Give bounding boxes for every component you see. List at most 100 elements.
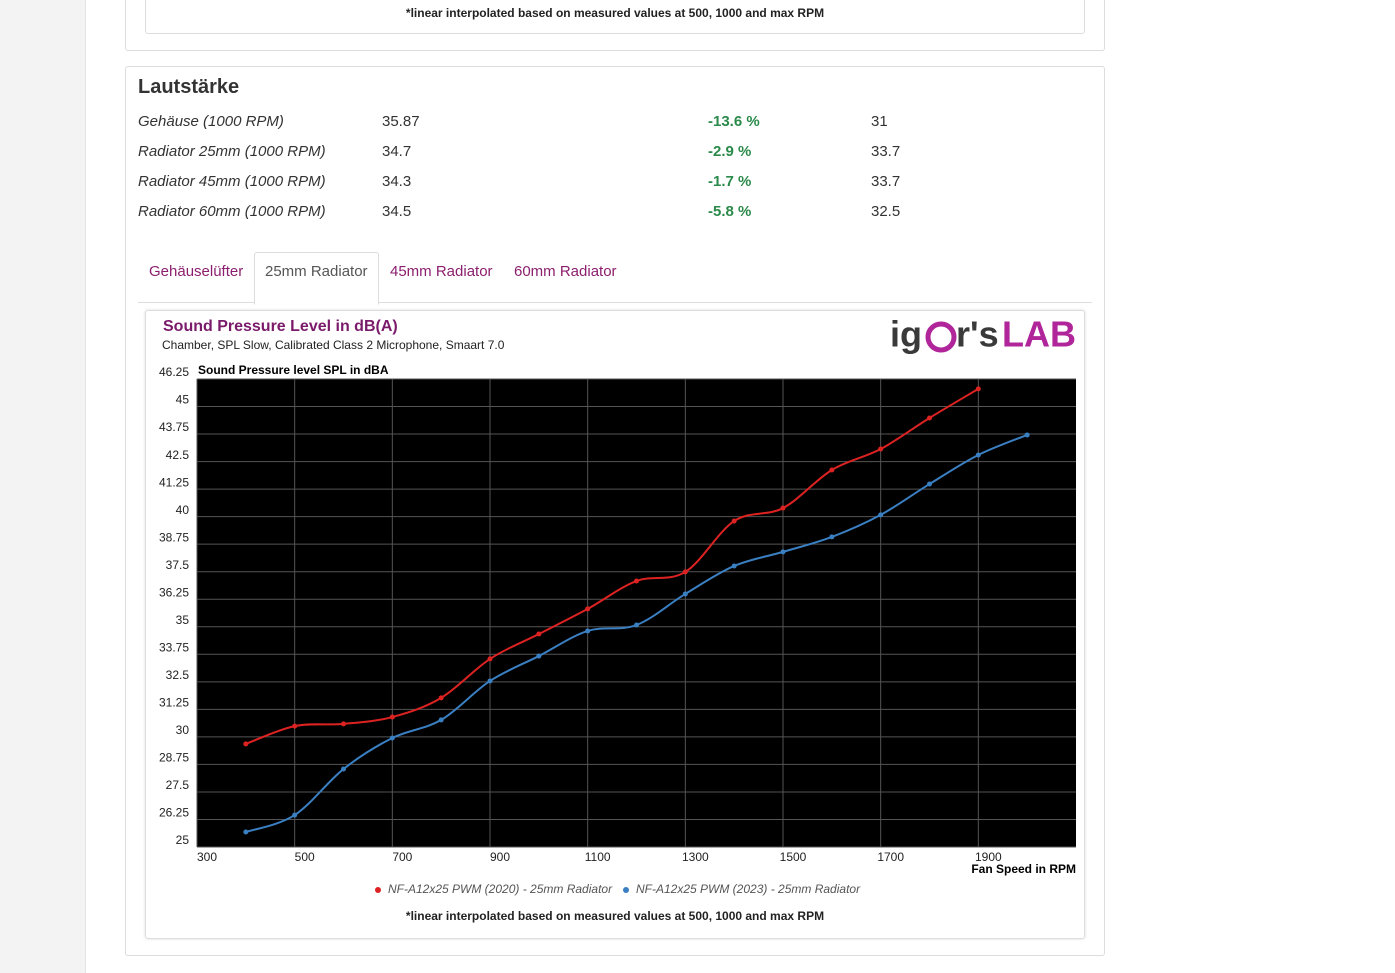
chart-note: *linear interpolated based on measured v…	[406, 909, 824, 923]
data-point	[292, 723, 298, 729]
data-point	[682, 591, 688, 597]
table-cell: Radiator 25mm (1000 RPM)	[138, 143, 326, 160]
table-cell: 31	[871, 113, 888, 130]
x-tick-label: 500	[295, 850, 315, 864]
table-cell: 34.3	[382, 173, 412, 190]
y-tick-label: 33.75	[159, 640, 189, 654]
sidebar	[0, 0, 86, 973]
data-point	[341, 766, 346, 772]
logo-icon	[925, 321, 957, 353]
footnote: *linear interpolated based on measured v…	[405, 6, 825, 20]
y-tick-label: 32.5	[166, 668, 190, 682]
data-point	[438, 695, 444, 701]
y-tick-label: 46.25	[159, 365, 189, 379]
y-tick-label: 38.75	[159, 530, 189, 544]
data-point	[389, 735, 395, 741]
data-point	[682, 569, 688, 575]
data-point	[585, 628, 591, 634]
y-axis-title: Sound Pressure level SPL in dBA	[198, 363, 389, 377]
data-point	[634, 578, 639, 584]
data-point	[243, 829, 249, 835]
y-tick-label: 45	[176, 393, 190, 407]
data-point	[536, 631, 542, 637]
y-tick-label: 26.25	[159, 806, 189, 820]
tab[interactable]: Gehäuselüfter	[149, 263, 244, 280]
data-point	[731, 518, 737, 524]
legend-label: NF-A12x25 PWM (2023) - 25mm Radiator	[636, 882, 861, 896]
table-cell: 32.5	[871, 203, 901, 220]
data-point	[292, 812, 298, 818]
top-chart-box	[145, 0, 1085, 34]
table-cell: -1.7 %	[708, 173, 752, 190]
table-cell: Radiator 60mm (1000 RPM)	[138, 203, 326, 220]
tab-line	[138, 302, 1092, 303]
table-cell: -2.9 %	[708, 143, 752, 160]
chart-title: Sound Pressure Level in dB(A)	[163, 318, 398, 335]
data-point	[780, 549, 786, 555]
table-cell: -13.6 %	[708, 113, 760, 130]
legend-label: NF-A12x25 PWM (2020) - 25mm Radiator	[388, 882, 613, 896]
x-tick-label: 900	[490, 850, 510, 864]
table-cell: 35.87	[382, 113, 420, 130]
tab[interactable]: 25mm Radiator	[265, 263, 368, 280]
x-tick-label: 1300	[682, 850, 709, 864]
data-point	[1024, 432, 1030, 438]
data-point	[438, 717, 444, 723]
data-point	[878, 446, 884, 452]
table-cell: Radiator 45mm (1000 RPM)	[138, 173, 326, 190]
y-tick-label: 42.5	[166, 448, 190, 462]
data-point	[927, 415, 932, 421]
y-tick-label: 25	[176, 833, 190, 847]
table-cell: 34.7	[382, 143, 412, 160]
x-tick-label: 700	[392, 850, 412, 864]
logo-mid: r's	[956, 314, 999, 355]
data-point	[829, 534, 835, 540]
y-tick-label: 31.25	[159, 696, 189, 710]
logo-right: LAB	[1002, 314, 1076, 355]
y-tick-label: 30	[176, 723, 190, 737]
y-tick-label: 28.75	[159, 751, 189, 765]
data-point	[878, 512, 884, 518]
chart: Sound Pressure Level in dB(A) Chamber, S…	[159, 314, 1076, 923]
data-point	[780, 505, 786, 511]
x-axis-title: Fan Speed in RPM	[971, 862, 1076, 876]
data-point	[927, 481, 932, 487]
data-point	[389, 714, 395, 720]
data-point	[975, 386, 981, 392]
table-cell: 34.5	[382, 203, 412, 220]
x-tick-label: 1100	[585, 850, 611, 864]
y-tick-label: 35	[176, 613, 190, 627]
y-tick-label: 27.5	[166, 778, 190, 792]
section-title: Lautstärke	[138, 76, 240, 98]
chart-subtitle: Chamber, SPL Slow, Calibrated Class 2 Mi…	[162, 338, 505, 352]
data-point	[487, 678, 493, 684]
data-point	[487, 656, 493, 662]
table-cell: Gehäuse (1000 RPM)	[138, 113, 284, 130]
legend-swatch	[375, 887, 381, 893]
data-point	[975, 452, 981, 458]
data-point	[341, 721, 346, 727]
data-point	[585, 606, 591, 612]
logo-left: ig	[890, 314, 922, 355]
data-point	[536, 653, 542, 659]
active-tab-box	[254, 252, 379, 305]
y-tick-label: 40	[176, 503, 190, 517]
y-tick-label: 36.25	[159, 585, 189, 599]
x-tick-label: 1500	[780, 850, 807, 864]
legend-swatch	[623, 887, 629, 893]
table-cell: 33.7	[871, 173, 901, 190]
y-tick-label: 41.25	[159, 475, 189, 489]
tab[interactable]: 45mm Radiator	[390, 263, 493, 280]
x-tick-label: 300	[197, 850, 217, 864]
x-tick-label: 1900	[975, 850, 1002, 864]
tab[interactable]: 60mm Radiator	[514, 263, 617, 280]
data-point	[243, 741, 249, 747]
y-tick-label: 37.5	[166, 558, 190, 572]
data-point	[731, 563, 737, 569]
y-tick-label: 43.75	[159, 420, 189, 434]
series-line	[245, 388, 979, 745]
table-cell: 33.7	[871, 143, 901, 160]
data-point	[634, 622, 639, 628]
data-point	[829, 467, 835, 473]
